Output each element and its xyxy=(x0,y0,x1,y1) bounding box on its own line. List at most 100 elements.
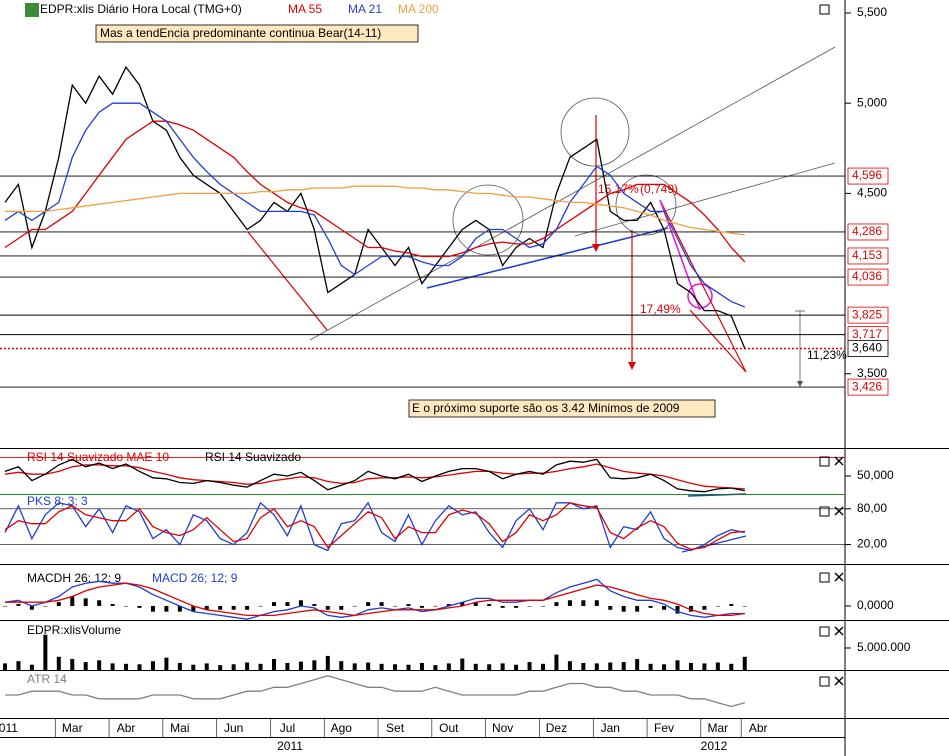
legend-entry: ATR 14 xyxy=(27,672,67,686)
bar xyxy=(527,605,532,607)
level-label-box xyxy=(847,268,889,286)
bar xyxy=(675,605,680,614)
bar xyxy=(688,605,693,612)
bar xyxy=(621,662,626,670)
bar xyxy=(325,605,330,610)
circle xyxy=(560,97,630,167)
bar xyxy=(43,605,48,607)
bar xyxy=(621,605,626,612)
bar xyxy=(124,605,129,607)
bar xyxy=(688,662,693,670)
bar xyxy=(312,660,317,670)
level-label: 3,825 xyxy=(852,307,882,321)
bar xyxy=(460,658,465,670)
panel-icon xyxy=(834,572,844,582)
bar xyxy=(379,663,384,670)
bar xyxy=(500,605,505,608)
bar xyxy=(204,605,209,610)
x-tick-label: Jul xyxy=(280,721,295,735)
level-label: 4,153 xyxy=(852,248,882,262)
bar xyxy=(97,600,102,606)
y-tick-label: 5,000 xyxy=(857,95,887,109)
bar xyxy=(339,605,344,610)
legend-entry: MA 21 xyxy=(348,2,382,16)
bar xyxy=(675,660,680,670)
x-tick-label: Dez xyxy=(546,721,567,735)
bar xyxy=(272,658,276,670)
series-line xyxy=(4,458,745,493)
bar xyxy=(3,663,7,670)
level-label: 3,717 xyxy=(852,327,882,341)
series-line xyxy=(4,65,746,349)
level-label-box xyxy=(847,167,889,185)
bar xyxy=(662,664,667,670)
bar xyxy=(742,605,747,607)
bar xyxy=(419,605,424,608)
bar xyxy=(581,662,586,670)
x-tick-label: Set xyxy=(386,721,405,735)
bar xyxy=(541,663,545,670)
y-tick-label: 4,500 xyxy=(857,186,887,200)
bar xyxy=(164,657,169,670)
bar xyxy=(715,605,720,607)
panel-icon xyxy=(819,4,830,15)
x-tick-label: Jan xyxy=(601,721,620,735)
panel-icon xyxy=(819,572,830,583)
bar xyxy=(581,600,586,606)
panel-icon xyxy=(834,456,844,466)
drawings xyxy=(247,46,836,553)
bar xyxy=(70,658,75,670)
bar xyxy=(406,664,411,670)
bar xyxy=(150,661,155,670)
y-tick-label: 0,0000 xyxy=(857,598,894,612)
arrow-head xyxy=(797,381,803,387)
bar xyxy=(406,604,411,606)
bar xyxy=(124,663,129,670)
panel-icon xyxy=(819,676,830,687)
series-line xyxy=(5,185,745,236)
bar xyxy=(473,663,478,670)
bar xyxy=(393,605,398,607)
bar xyxy=(742,656,747,670)
icon xyxy=(25,3,39,17)
level-label: 3,426 xyxy=(852,379,882,393)
bar xyxy=(285,602,290,606)
series-line xyxy=(4,502,745,550)
series-line xyxy=(4,463,745,490)
bar xyxy=(56,602,61,606)
bar xyxy=(635,605,640,612)
bar xyxy=(29,664,34,670)
panel-icon xyxy=(819,506,830,517)
bar xyxy=(204,663,209,670)
bar xyxy=(460,602,465,606)
bar xyxy=(29,605,34,610)
bar xyxy=(567,661,572,670)
bar xyxy=(16,661,21,670)
x-tick-label: Out xyxy=(439,721,459,735)
bar xyxy=(500,663,505,670)
red-line xyxy=(689,309,747,373)
bar xyxy=(352,605,357,607)
bar xyxy=(137,664,142,670)
annotation-box xyxy=(408,399,716,418)
bar xyxy=(83,662,88,670)
panel-icon xyxy=(834,676,844,686)
bar xyxy=(285,662,290,670)
annotation: (0,749) xyxy=(640,182,678,196)
level-label: 4,596 xyxy=(852,168,882,182)
arrow-head xyxy=(592,244,600,252)
legend-entry: MA 200 xyxy=(398,2,439,16)
circle xyxy=(615,174,677,236)
arrow-head xyxy=(628,362,636,370)
bar xyxy=(729,663,734,670)
level-label: 4,286 xyxy=(852,224,882,238)
level-label-box xyxy=(847,306,889,324)
bar xyxy=(702,663,707,670)
bar xyxy=(231,605,236,610)
level-label-box xyxy=(847,247,889,265)
bar xyxy=(514,664,519,670)
bar xyxy=(258,605,263,607)
level-label-box xyxy=(847,340,889,357)
bar xyxy=(594,600,599,606)
